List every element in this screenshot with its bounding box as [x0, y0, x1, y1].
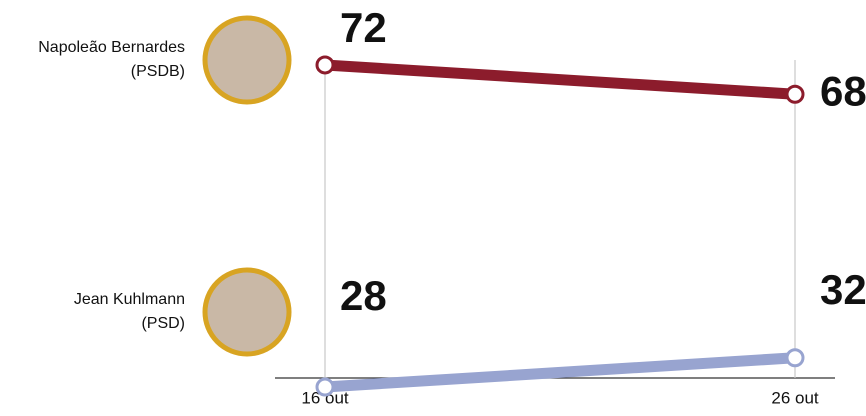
point [315, 55, 335, 75]
photo-2 [202, 267, 292, 357]
legend-name: Jean Kuhlmann [74, 291, 185, 308]
photo-1 [202, 15, 292, 105]
point [785, 348, 805, 368]
legend-party: (PSDB) [131, 63, 185, 80]
legend-party: (PSD) [141, 315, 185, 332]
value-label: 28 [340, 272, 387, 319]
point [785, 84, 805, 104]
series-line [324, 59, 796, 100]
value-label: 72 [340, 4, 387, 51]
value-label: 68 [820, 67, 866, 114]
series-line [324, 352, 796, 393]
value-label: 32 [820, 266, 866, 313]
point [315, 377, 335, 397]
x-tick-label: 26 out [771, 388, 819, 407]
x-tick-label: 16 out [301, 388, 349, 407]
legend-name: Napoleão Bernardes [38, 39, 185, 56]
